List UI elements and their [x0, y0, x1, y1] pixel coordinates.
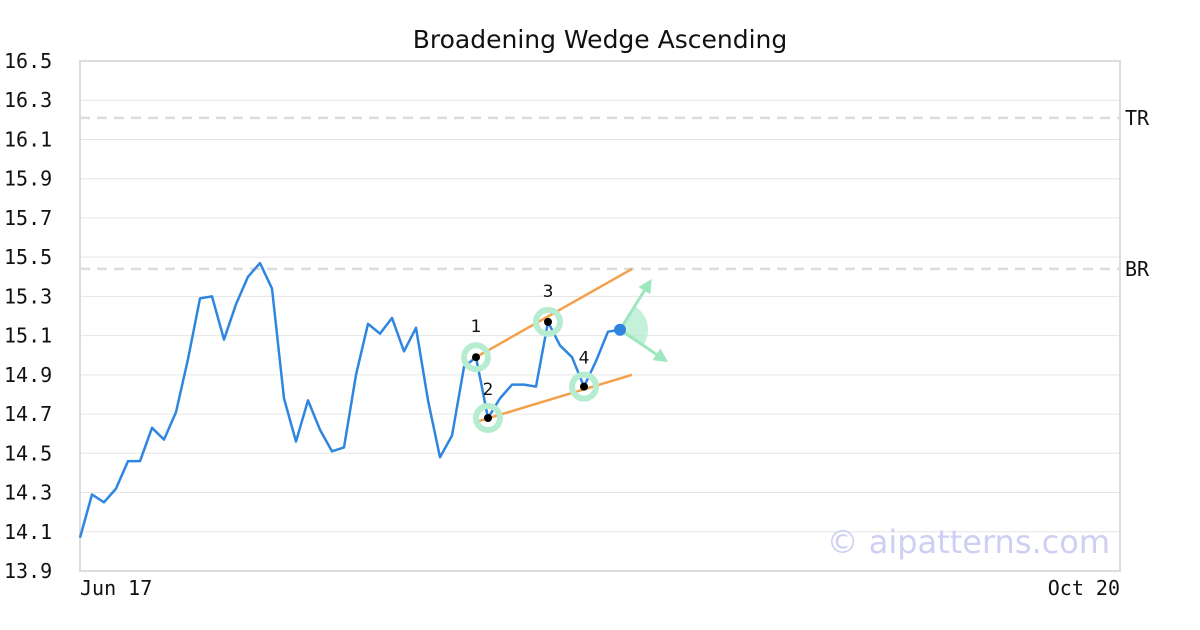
level-label: BR [1125, 257, 1150, 281]
pattern-point-label: 2 [483, 380, 494, 400]
pattern-point-dot [484, 414, 492, 422]
pattern-point-label: 3 [543, 282, 554, 302]
grid [80, 99, 1120, 533]
pattern-point-ring [533, 306, 563, 337]
y-tick-label: 15.3 [4, 284, 52, 308]
pattern-markers: 1 2 3 4 [461, 282, 599, 433]
projection-arrow-head [638, 278, 652, 295]
x-tick-label: Oct 20 [1048, 576, 1120, 600]
pattern-point-dot [580, 382, 588, 391]
projection-arrow-shaft [619, 328, 658, 356]
projection-arrow-shaft [618, 289, 646, 331]
projection-wedge [620, 305, 649, 346]
y-tick-label: 14.5 [4, 441, 52, 465]
projection-arrows [614, 278, 669, 363]
y-tick-label: 15.5 [4, 245, 52, 269]
y-tick-label: 13.9 [4, 559, 52, 583]
y-tick-label: 14.3 [4, 481, 52, 505]
pattern-point-ring [473, 403, 503, 433]
x-tick-label: Jun 17 [80, 576, 152, 600]
current-price-dot [614, 323, 626, 336]
x-axis-ticks: Jun 17 Oct 20 [80, 576, 1120, 600]
pattern-point-label: 4 [579, 349, 590, 369]
y-tick-label: 16.1 [4, 127, 52, 151]
y-tick-label: 15.1 [4, 324, 52, 348]
y-tick-label: 16.5 [4, 49, 52, 73]
price-series-line [78, 261, 621, 538]
plot-frame [79, 60, 1121, 572]
chart-title: Broadening Wedge Ascending [413, 25, 788, 54]
level-label: TR [1125, 106, 1150, 130]
y-tick-label: 14.7 [4, 402, 52, 426]
level-lines: TR BR [80, 106, 1150, 281]
pattern-point-label: 1 [471, 317, 482, 337]
y-tick-label: 15.7 [4, 206, 52, 230]
projection-arrow-head [652, 348, 669, 363]
y-tick-label: 16.3 [4, 88, 52, 112]
y-tick-label: 15.9 [4, 167, 52, 191]
y-tick-label: 14.1 [4, 520, 52, 544]
y-tick-label: 14.9 [4, 363, 52, 387]
pattern-point-ring [461, 342, 491, 373]
pattern-point-ring [569, 371, 599, 402]
pattern-point-dot [544, 317, 552, 326]
y-axis-ticks: 13.9 14.1 14.3 14.5 14.7 14.9 15.1 15.3 15.5 15.7… [4, 49, 52, 583]
pattern-point-dot [472, 353, 480, 362]
watermark: © aipatterns.com [827, 523, 1110, 561]
